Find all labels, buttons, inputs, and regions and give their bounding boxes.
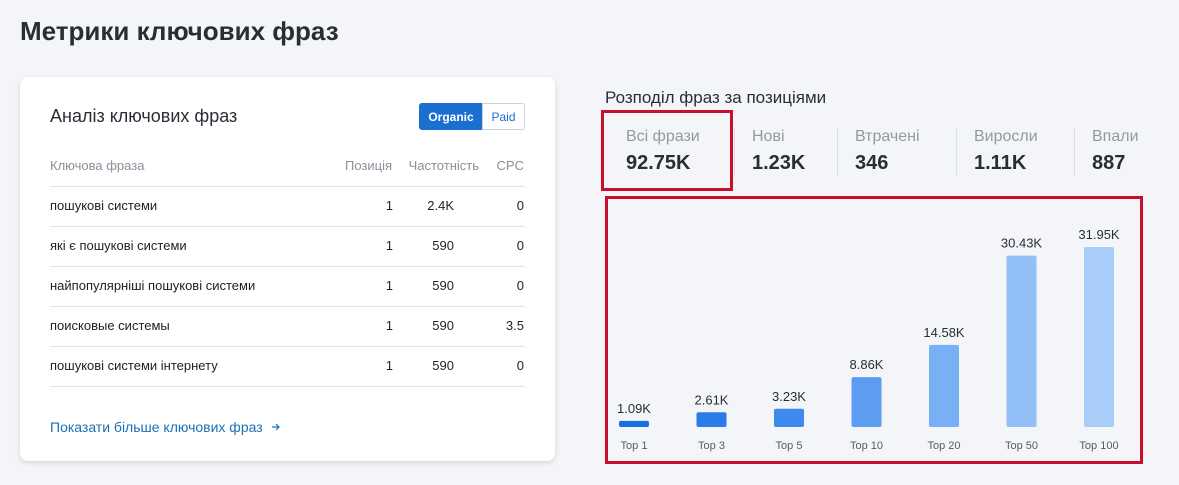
metric-label: Втрачені <box>855 128 920 145</box>
value-label: 14.58K <box>923 325 965 340</box>
metric-value: 1.11K <box>974 152 1027 174</box>
bar <box>619 420 649 427</box>
bar <box>1084 247 1114 427</box>
row-separator <box>50 266 525 267</box>
table-header: Ключова фраза <box>50 158 145 173</box>
keywords-card: Аналіз ключових фраз Organic Paid Ключов… <box>20 77 555 461</box>
table-cell: 1 <box>385 198 393 213</box>
metric-separator <box>1074 128 1075 176</box>
value-label: 30.43K <box>1001 236 1043 251</box>
row-separator <box>50 346 525 347</box>
x-tick-label: Top 20 <box>927 440 960 452</box>
table-header: Частотність <box>408 158 479 173</box>
table-cell: поисковые системы <box>50 318 170 333</box>
page-title: Метрики ключових фраз <box>20 16 339 46</box>
metric-separator <box>956 128 957 176</box>
bar <box>851 377 882 427</box>
metric-value: 346 <box>855 152 889 174</box>
metric-label: Впали <box>1092 128 1139 145</box>
metric-separator <box>837 128 838 176</box>
link-text: Показати більше ключових фраз <box>50 419 263 435</box>
bar <box>696 412 727 427</box>
metric-label: Нові <box>752 128 785 145</box>
metric-value: 92.75K <box>626 152 691 174</box>
bar <box>774 408 804 427</box>
row-separator <box>50 386 525 387</box>
table-cell: 1 <box>385 358 393 373</box>
table-cell: 590 <box>432 318 454 333</box>
metric-label: Всі фрази <box>626 128 700 145</box>
value-label: 8.86K <box>850 357 884 372</box>
table-cell: які є пошукові системи <box>50 238 187 253</box>
x-tick-label: Top 3 <box>698 440 725 452</box>
table-cell: 0 <box>516 278 524 293</box>
table-cell: пошукові системи <box>50 198 158 213</box>
table-cell: 1 <box>385 238 393 253</box>
card-title: Аналіз ключових фраз <box>50 106 238 126</box>
value-label: 3.23K <box>772 389 806 404</box>
table-cell: 0 <box>516 198 524 213</box>
value-label: 2.61K <box>695 392 729 407</box>
table-header: CPC <box>496 158 524 173</box>
more-link[interactable]: Показати більше ключових фраз <box>50 419 281 435</box>
x-tick-label: Top 50 <box>1005 440 1038 452</box>
x-tick-label: Top 100 <box>1079 440 1118 452</box>
metric-value: 887 <box>1092 152 1126 174</box>
section-title: Розподіл фраз за позиціями <box>605 88 827 107</box>
bar <box>1006 255 1037 427</box>
table-cell: 0 <box>516 358 524 373</box>
row-separator <box>50 226 525 227</box>
highlight-box <box>601 110 733 191</box>
table-cell: 0 <box>516 238 524 253</box>
x-tick-label: Top 5 <box>776 440 803 452</box>
table-cell: пошукові системи інтернету <box>50 358 218 373</box>
metric-value: 1.23K <box>752 152 806 174</box>
toggle-button[interactable]: Paid <box>482 103 525 130</box>
metric-label: Виросли <box>974 128 1038 145</box>
row-separator <box>50 186 525 187</box>
table-header: Позиція <box>344 158 392 173</box>
table-cell: 590 <box>432 238 454 253</box>
x-tick-label: Top 10 <box>850 440 883 452</box>
value-label: 31.95K <box>1078 227 1120 242</box>
value-label: 1.09K <box>617 401 651 416</box>
row-separator <box>50 306 525 307</box>
table-cell: 590 <box>432 358 454 373</box>
table-cell: 1 <box>385 318 393 333</box>
bar <box>929 344 959 427</box>
arrow-icon <box>271 423 280 431</box>
x-tick-label: Top 1 <box>621 440 648 452</box>
table-cell: 3.5 <box>505 318 524 333</box>
table-cell: 1 <box>385 278 393 293</box>
metric-separator <box>734 128 735 176</box>
table-cell: 590 <box>432 278 454 293</box>
highlight-box <box>605 196 1143 464</box>
table-cell: 2.4K <box>427 198 454 213</box>
table-cell: найпопулярніші пошукові системи <box>50 278 256 293</box>
